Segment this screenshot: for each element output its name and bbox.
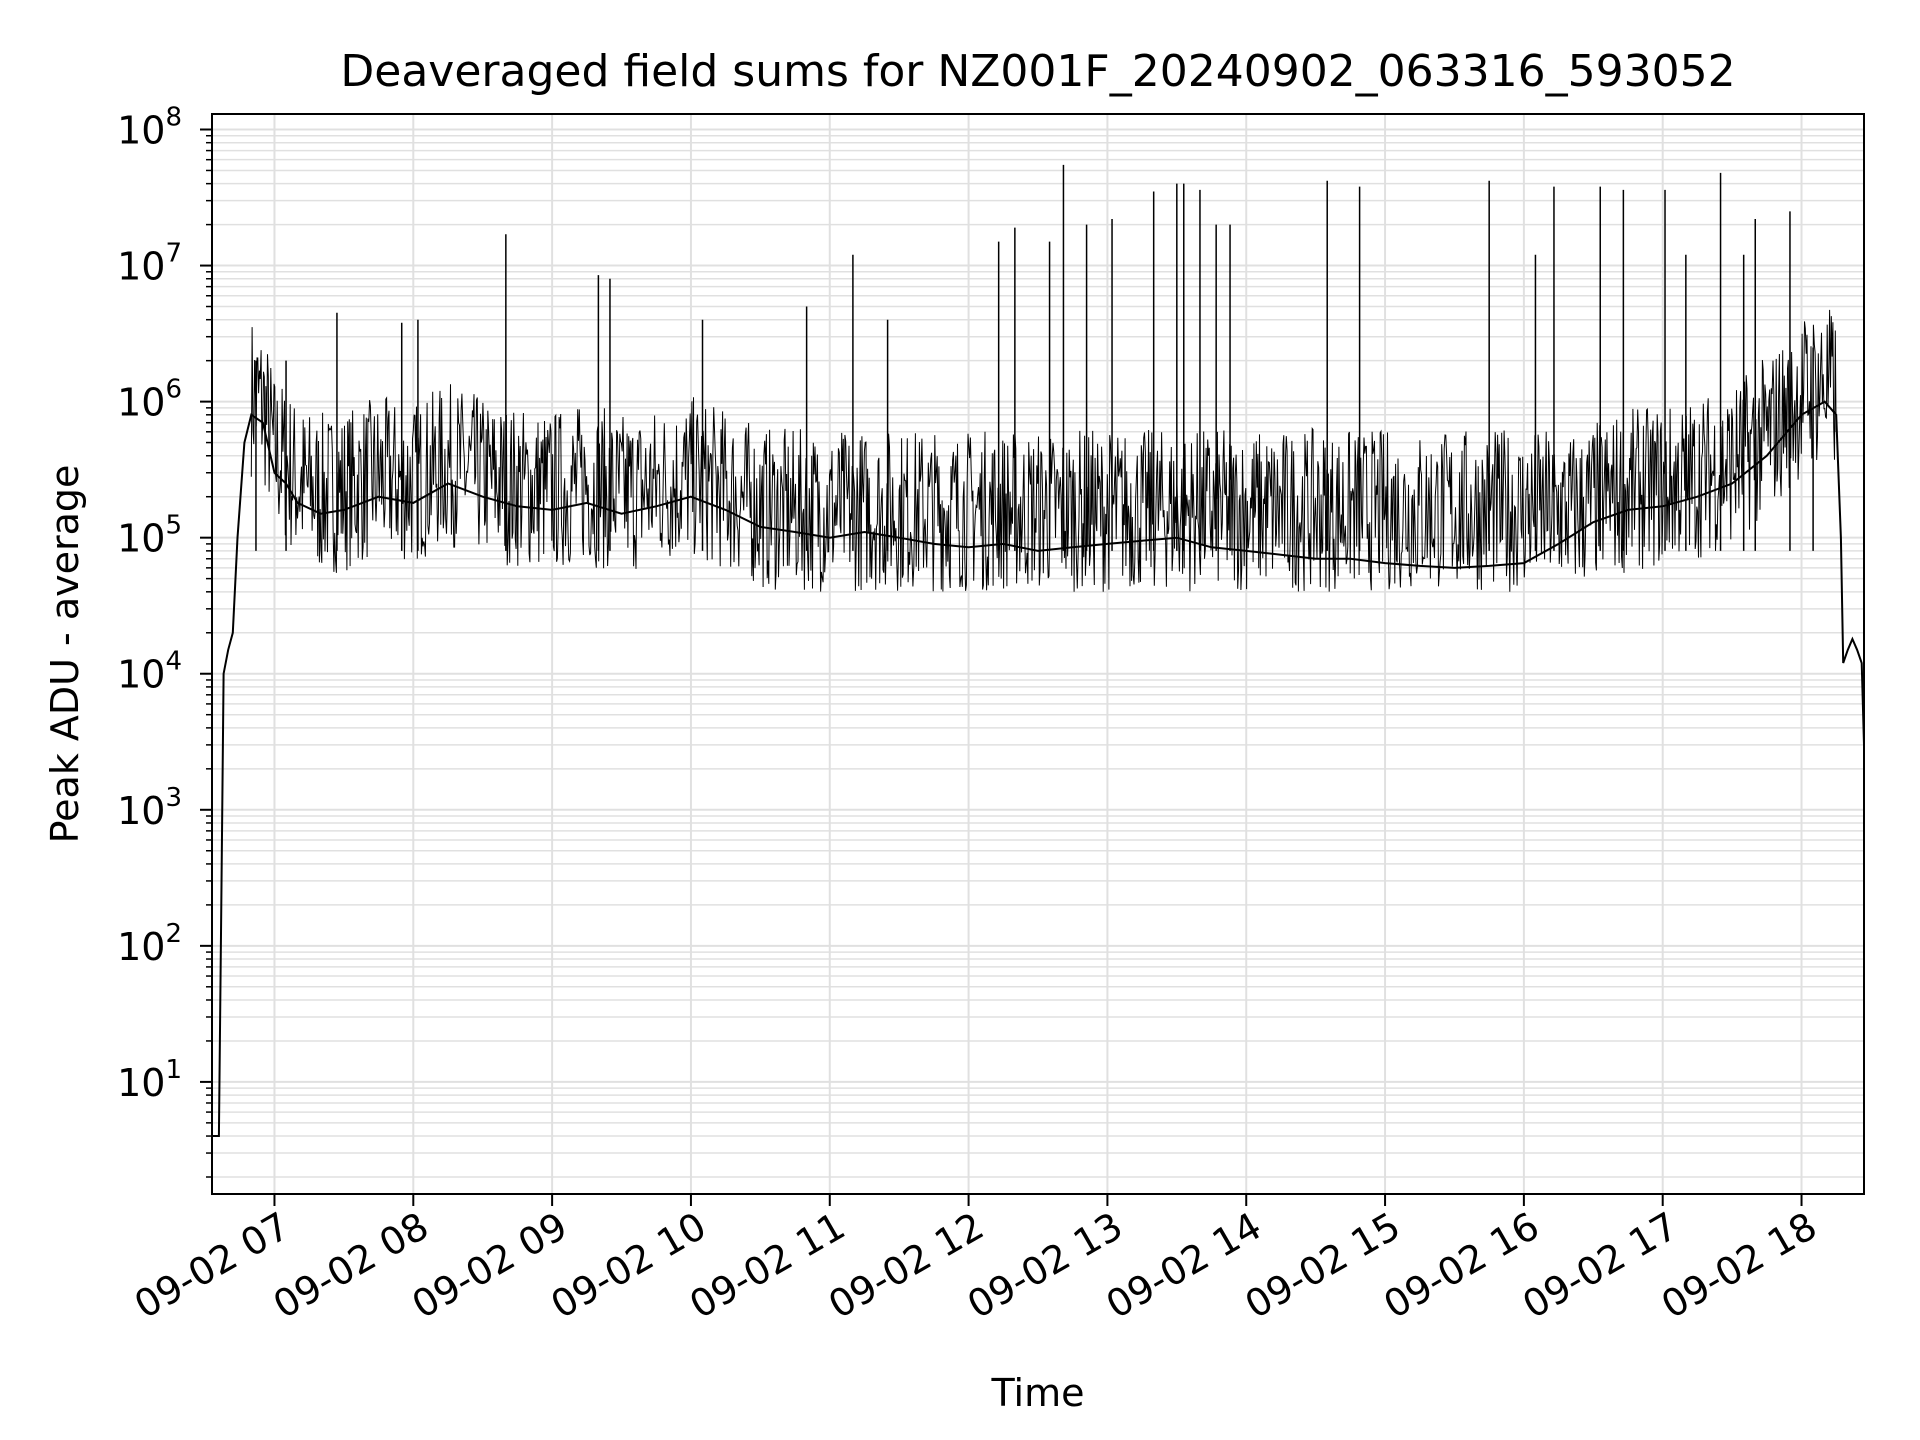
y-tick-label: 101	[117, 1055, 182, 1105]
y-axis-label: Peak ADU - average	[43, 465, 87, 844]
plot-frame	[211, 113, 1865, 1195]
y-axis-ticks: 101 102 103 104 105 106 107 108	[117, 103, 212, 1178]
y-tick-label: 103	[117, 783, 182, 833]
y-tick-label: 108	[117, 103, 182, 153]
y-tick-label: 105	[117, 511, 182, 561]
y-tick-label: 102	[117, 919, 182, 969]
y-tick-label: 104	[117, 647, 182, 697]
y-tick-label: 106	[117, 375, 182, 425]
x-axis-label: Time	[991, 1371, 1085, 1415]
series-noise	[250, 309, 1837, 592]
data-series	[212, 164, 1865, 1137]
grid	[212, 114, 1864, 1194]
y-tick-label: 107	[117, 239, 182, 289]
chart-title: Deaveraged field sums for NZ001F_2024090…	[340, 46, 1735, 97]
series-line	[212, 400, 1865, 1137]
